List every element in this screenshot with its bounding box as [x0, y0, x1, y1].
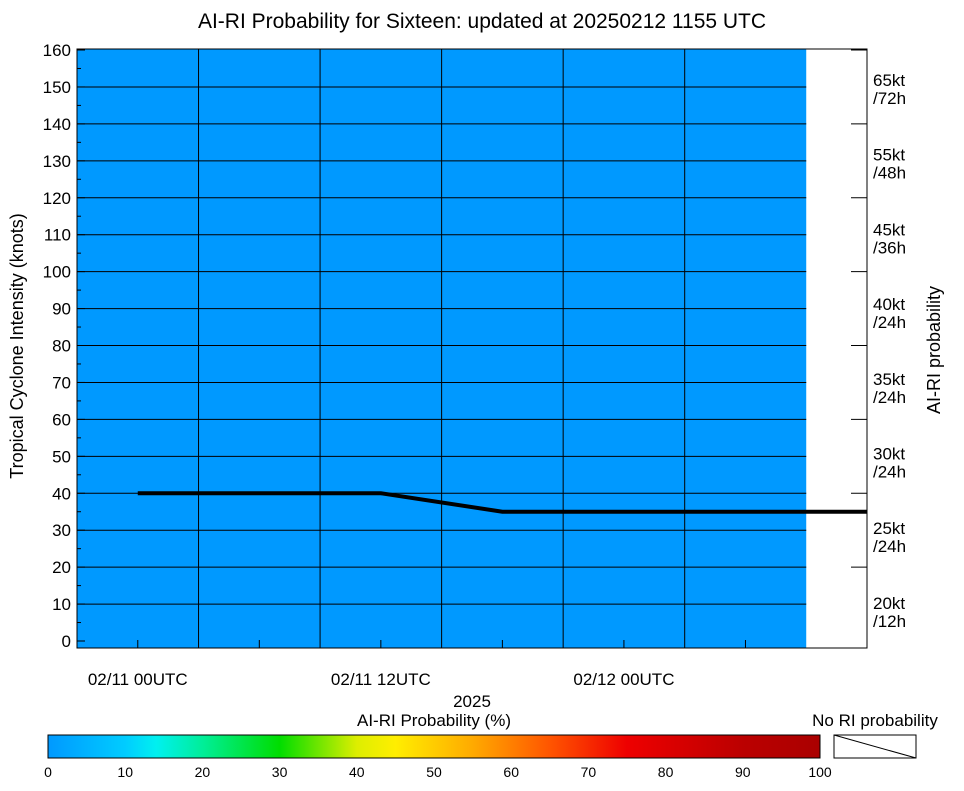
colorbar-tick-label: 10 — [117, 764, 133, 780]
series-layer — [137, 491, 867, 514]
grid-lines — [77, 49, 807, 648]
y-tick-label: 50 — [52, 447, 71, 466]
colorbar-tick-label: 90 — [735, 764, 751, 780]
x-tick-label: 02/12 00UTC — [573, 670, 674, 689]
right-label-period: /36h — [873, 238, 906, 257]
colorbar-tick-label: 80 — [658, 764, 674, 780]
y-tick-label: 40 — [52, 484, 71, 503]
right-label-period: /24h — [873, 463, 906, 482]
right-label-period: /72h — [873, 89, 906, 108]
right-label-speed: 25kt — [873, 519, 905, 538]
x-axis-title: 2025 — [453, 692, 491, 711]
colorbar-tick-label: 30 — [272, 764, 288, 780]
y-tick-label: 60 — [52, 410, 71, 429]
colorbar-tick-label: 40 — [349, 764, 365, 780]
y-tick-label: 10 — [52, 595, 71, 614]
intensity-line — [137, 491, 867, 514]
colorbar-tick-label: 50 — [426, 764, 442, 780]
right-label-period: /48h — [873, 164, 906, 183]
right-label-speed: 55kt — [873, 146, 905, 165]
chart-title: AI-RI Probability for Sixteen: updated a… — [198, 10, 766, 33]
colorbar — [47, 734, 821, 759]
right-label-speed: 30kt — [873, 445, 905, 464]
colorbar-tick-label: 60 — [503, 764, 519, 780]
y-tick-label: 90 — [52, 300, 71, 319]
y-tick-label: 110 — [44, 226, 71, 245]
y-axis-title: Tropical Cyclone Intensity (knots) — [7, 213, 27, 478]
right-label-period: /24h — [873, 313, 906, 332]
right-label-speed: 65kt — [873, 71, 905, 90]
y-tick-label: 120 — [43, 189, 71, 208]
y-tick-label: 130 — [43, 152, 71, 171]
x-tick-label: 02/11 00UTC — [88, 670, 188, 689]
y-tick-label: 0 — [62, 632, 71, 651]
no-ri-swatch-hatch — [833, 734, 917, 759]
y-tick-label: 160 — [43, 41, 71, 60]
right-label-speed: 35kt — [873, 370, 905, 389]
right-label-speed: 45kt — [873, 220, 905, 239]
right-axis: 65kt/72h55kt/48h45kt/36h40kt/24h35kt/24h… — [851, 49, 906, 648]
y-tick-label: 80 — [52, 337, 71, 356]
right-label-period: /24h — [873, 537, 906, 556]
right-label-speed: 40kt — [873, 295, 905, 314]
y-tick-label: 20 — [52, 558, 71, 577]
right-label-period: /12h — [873, 612, 906, 631]
y-axis: 0 10 20 30 40 50 60 70 80 90 100 110 120 130 140 150 160 — [43, 41, 85, 651]
y-tick-label: 30 — [52, 521, 71, 540]
y-tick-label: 70 — [52, 373, 71, 392]
colorbar-tick-label: 100 — [808, 764, 832, 780]
y-tick-label: 140 — [43, 115, 71, 134]
no-ri-label: No RI probability — [812, 711, 938, 730]
colorbar-tick-label: 70 — [581, 764, 597, 780]
colorbar-ticks: 0 10 20 30 40 50 60 70 80 90 100 — [44, 764, 832, 780]
right-label-period: /24h — [873, 388, 906, 407]
x-tick-label: 02/11 12UTC — [331, 670, 431, 689]
colorbar-tick-label: 0 — [44, 764, 52, 780]
colorbar-tick-label: 20 — [195, 764, 211, 780]
y-tick-label: 100 — [43, 263, 71, 282]
x-axis: 02/11 00UTC 02/11 12UTC 02/12 00UTC — [88, 640, 868, 689]
right-axis-title: AI-RI probability — [924, 286, 944, 414]
right-label-speed: 20kt — [873, 594, 905, 613]
y-tick-label: 150 — [43, 78, 71, 97]
colorbar-label: AI-RI Probability (%) — [357, 711, 511, 730]
